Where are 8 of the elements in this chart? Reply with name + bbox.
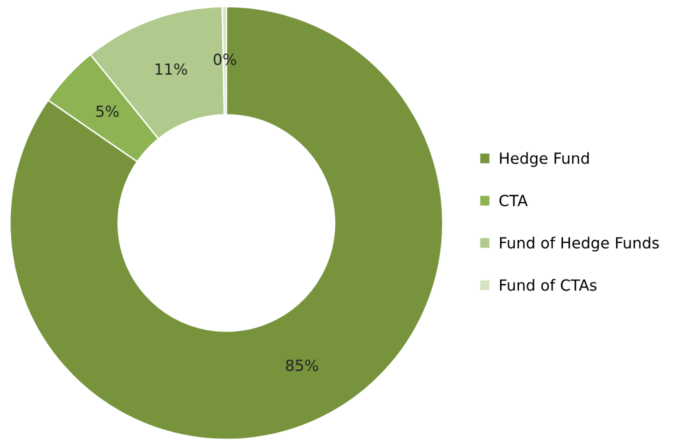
data-label: 11% [156,63,188,75]
legend-label: CTA [499,194,528,206]
legend-label: Fund of CTAs [500,279,596,291]
data-label: 5% [96,106,119,118]
data-label: 85% [286,360,318,372]
donut-slice [9,6,444,440]
legend-label: Fund of Hedge Funds [500,236,659,252]
legend-label: Hedge Fund [500,152,589,167]
